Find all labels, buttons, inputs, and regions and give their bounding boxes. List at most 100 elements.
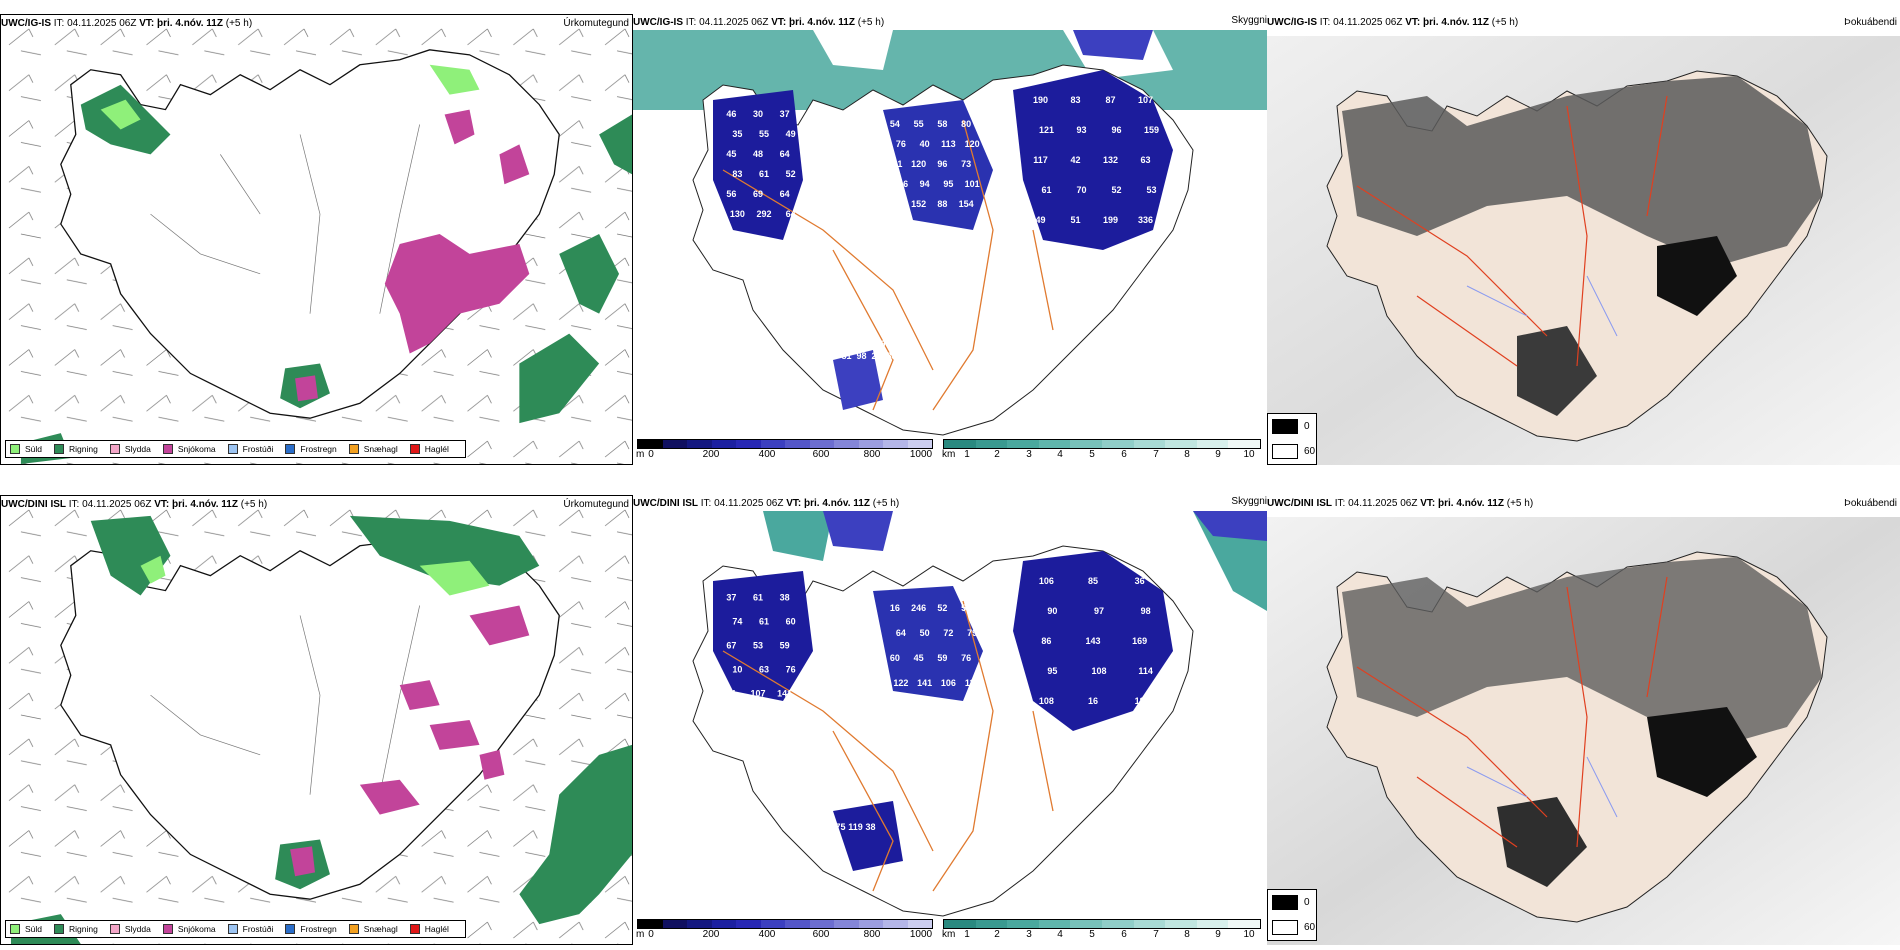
cloud-base-label: 116: [894, 179, 909, 189]
visibility-unit: km: [942, 929, 956, 940]
legend-item: Snæhagl: [348, 924, 398, 934]
fog-indicator-panel-1: UWC/IG-IS IT: 04.11.2025 06Z VT: þri. 4.…: [1267, 14, 1900, 465]
panel-header: UWC/DINI ISL IT: 04.11.2025 06Z VT: þri.…: [633, 497, 1267, 511]
cloud-base-label: 25: [871, 351, 881, 361]
valid-time: þri. 4.nóv. 11Z: [157, 18, 223, 29]
valid-time: þri. 4.nóv. 11Z: [172, 499, 238, 510]
fog-map[interactable]: [1267, 517, 1900, 945]
snow: [359, 605, 530, 815]
cloud-base-label: 93: [1076, 125, 1086, 135]
legend-label: Snæhagl: [363, 444, 398, 454]
legend-label: Snjókoma: [177, 444, 216, 454]
init-time: 04.11.2025 06Z: [699, 17, 769, 28]
valid-label: VT:: [154, 499, 170, 510]
height-tick: 0: [648, 449, 654, 460]
visibility-map[interactable]: 46 30 37 35 55 49 45 48 64 83 61 52 56 69 64 130 292 64 54…: [633, 30, 1267, 441]
valid-label: VT:: [771, 17, 787, 28]
low-cloud-north-central: [873, 586, 983, 701]
cloud-base-label: 52: [786, 169, 796, 179]
legend-item: Rigning: [54, 924, 98, 934]
visibility-map-svg: 37 61 38 74 61 60 67 53 59 10 63 76 71 107 141 16 246 52 5…: [692, 511, 1267, 917]
fog-map[interactable]: [1267, 36, 1900, 465]
cloud-base-label: 60: [786, 616, 796, 626]
init-time: 04.11.2025 06Z: [82, 499, 152, 510]
cloud-base-label: 80: [961, 119, 971, 129]
cloud-base-label: 121: [1039, 125, 1054, 135]
cloud-base-label: 190: [1033, 95, 1048, 105]
init-label: IT:: [1334, 498, 1346, 509]
cloud-base-label: 16: [890, 603, 900, 613]
legend-item: Frostregn: [285, 924, 337, 934]
cloud-base-label: 61: [759, 169, 769, 179]
cloud-base-label: 60: [890, 653, 900, 663]
cloud-base-label: 38: [865, 822, 875, 832]
cloud-base-label: 141: [777, 688, 792, 698]
height-unit: m: [636, 929, 645, 940]
cloud-base-label: 154: [959, 199, 974, 209]
cloud-base-label: 56: [961, 603, 971, 613]
cloud-base-label: 49: [786, 129, 796, 139]
legend-swatch: [54, 924, 65, 934]
vis-tick: 5: [1089, 449, 1095, 460]
cloud-base-label: 122: [893, 678, 908, 688]
fog-legend-row: 60: [1268, 439, 1316, 464]
cloud-base-label: 58: [937, 119, 947, 129]
cloud-base-label: 64: [896, 628, 906, 638]
precip-map[interactable]: [1, 15, 632, 464]
legend-label: Súld: [25, 444, 43, 454]
rivers: [150, 605, 421, 795]
legend-swatch: [10, 444, 20, 454]
legend-item: Slydda: [109, 924, 151, 934]
cloud-base-label: 83: [1070, 95, 1080, 105]
fog-legend-row: 0: [1268, 414, 1316, 439]
visibility-colorbar-strip: [943, 439, 1261, 449]
cloud-base-label: 292: [756, 209, 771, 219]
panel-header: UWC/DINI ISL IT: 04.11.2025 06Z VT: þri.…: [1267, 497, 1900, 511]
cloud-base-label: 75: [835, 822, 845, 832]
cloud-base-label: 95: [943, 179, 953, 189]
legend-item: Snjókoma: [162, 444, 216, 454]
panel-title: Þokuábendi: [1844, 498, 1897, 509]
height-tick: 800: [863, 929, 881, 940]
legend-swatch: [10, 924, 20, 934]
legend-swatch: [409, 924, 420, 934]
legend-swatch: [348, 924, 359, 934]
height-tick: 200: [702, 449, 720, 460]
legend-swatch: [409, 444, 420, 454]
legend-swatch: [54, 444, 65, 454]
legend-swatch: [162, 444, 173, 454]
vis-tick: 7: [1153, 929, 1159, 940]
cloud-base-label: 74: [732, 616, 742, 626]
cloud-base-label: 130: [730, 209, 745, 219]
cloud-base-label: 64: [786, 209, 796, 219]
drizzle-northwest: [100, 64, 480, 130]
height-ticks: m 0 200 400 600 800 1000: [636, 449, 933, 461]
legend-label: Frostregn: [300, 444, 337, 454]
height-tick: 1000: [909, 449, 933, 460]
legend-swatch: [227, 924, 238, 934]
cloud-base-label: 76: [786, 664, 796, 674]
precip-map[interactable]: [1, 496, 632, 944]
visibility-unit: km: [942, 449, 956, 460]
vis-tick: 5: [1089, 929, 1095, 940]
legend-label: Súld: [25, 924, 43, 934]
coastline: [60, 530, 560, 900]
cloud-base-label: 90: [1047, 606, 1057, 616]
legend-swatch: [348, 444, 359, 454]
cloud-base-label: 108: [1091, 666, 1106, 676]
panel-title: Úrkomutegund: [563, 18, 629, 29]
fog-legend: 0 60: [1267, 413, 1317, 465]
drizzle: [140, 555, 490, 596]
visibility-map[interactable]: 37 61 38 74 61 60 67 53 59 10 63 76 71 107 141 16 246 52 5…: [633, 511, 1267, 921]
height-tick: 400: [758, 929, 776, 940]
legend-item: Rigning: [54, 444, 98, 454]
cloud-base-label: 98: [1141, 606, 1151, 616]
legend-label: Slydda: [124, 444, 151, 454]
cloud-base-label: 96: [937, 159, 947, 169]
cloud-base-label: 53: [1146, 185, 1156, 195]
valid-label: VT:: [139, 18, 155, 29]
cloud-base-label: 76: [961, 653, 971, 663]
model-name: UWC/DINI ISL: [633, 498, 698, 509]
cloud-base-label: 63: [1140, 155, 1150, 165]
cloud-base-label: 52: [937, 603, 947, 613]
